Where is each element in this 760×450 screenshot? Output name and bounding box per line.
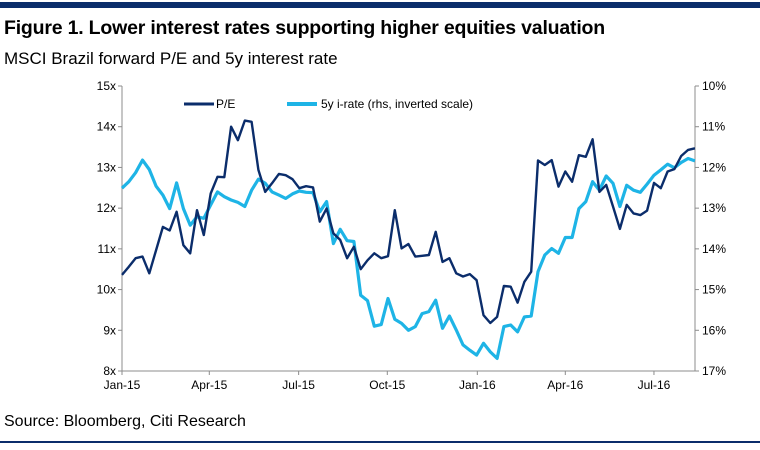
- y-left-tick-label: 15x: [97, 79, 116, 93]
- y-left-tick-label: 12x: [97, 201, 116, 215]
- y-right-tick-label: 12%: [702, 160, 726, 174]
- y-right-tick-label: 14%: [702, 242, 726, 256]
- y-left-tick-label: 8x: [103, 364, 116, 378]
- figure-title: Figure 1. Lower interest rates supportin…: [4, 17, 605, 39]
- y-left-tick-label: 14x: [97, 120, 116, 134]
- y-left-tick-label: 13x: [97, 160, 116, 174]
- y-right-tick-label: 11%: [702, 120, 725, 134]
- y-right-tick-label: 16%: [702, 323, 726, 337]
- series-line-pe: [121, 119, 696, 325]
- y-right-tick-label: 17%: [702, 364, 726, 378]
- x-tick-label: Jan-15: [104, 378, 141, 392]
- y-left-tick-label: 11x: [98, 242, 116, 256]
- y-right-tick-label: 10%: [702, 79, 726, 93]
- x-tick-label: Jan-16: [459, 378, 496, 392]
- series-line-rate: [120, 156, 696, 360]
- x-tick-label: Jul-16: [638, 378, 671, 392]
- y-left-tick-label: 10x: [97, 283, 116, 297]
- legend-label-rate: 5y i-rate (rhs, inverted scale): [321, 97, 473, 111]
- source-note: Source: Bloomberg, Citi Research: [4, 413, 246, 430]
- legend: P/E 5y i-rate (rhs, inverted scale): [184, 97, 473, 111]
- x-tick-label: Jul-15: [282, 378, 315, 392]
- x-tick-label: Apr-16: [547, 378, 583, 392]
- x-tick-label: Apr-15: [191, 378, 227, 392]
- figure-subtitle: MSCI Brazil forward P/E and 5y interest …: [4, 49, 338, 68]
- bottom-rule: [0, 441, 760, 443]
- y-left-tick-label: 9x: [103, 323, 116, 337]
- y-right-tick-label: 13%: [702, 201, 726, 215]
- top-rule: [0, 2, 760, 8]
- x-tick-label: Oct-15: [369, 378, 405, 392]
- legend-label-pe: P/E: [216, 97, 235, 111]
- y-right-tick-label: 15%: [702, 283, 726, 297]
